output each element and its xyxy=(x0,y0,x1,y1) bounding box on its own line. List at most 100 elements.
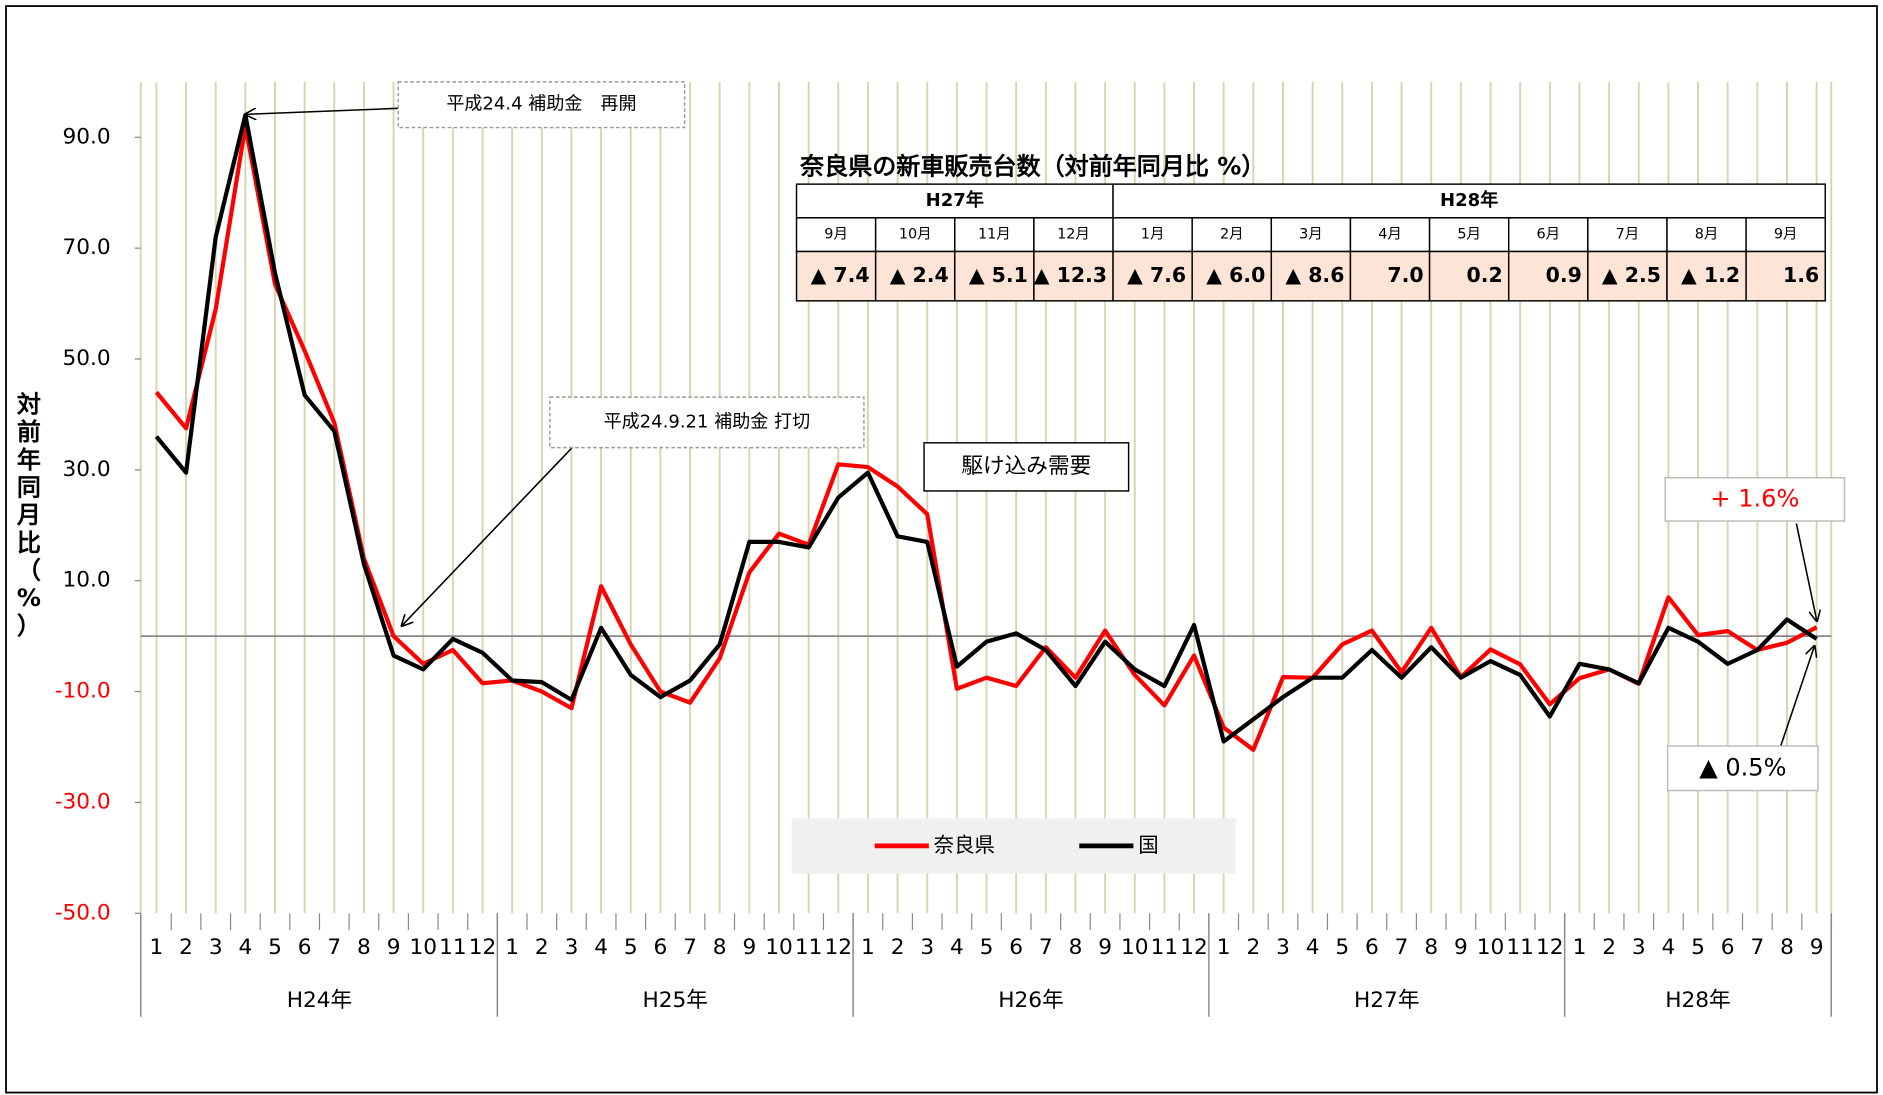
table-value: ▲ 12.3 xyxy=(1034,263,1107,287)
x-tick-label: 6 xyxy=(1721,935,1735,960)
group-label: H25年 xyxy=(643,988,708,1013)
x-tick-label: 9 xyxy=(1098,935,1112,960)
x-tick-label: 12 xyxy=(825,935,853,960)
x-tick-label: 6 xyxy=(1009,935,1023,960)
x-tick-label: 11 xyxy=(795,935,823,960)
group-label: H24年 xyxy=(287,988,352,1013)
table-value: ▲ 2.5 xyxy=(1602,263,1661,287)
x-tick-label: 10 xyxy=(409,935,437,960)
table-value: 0.9 xyxy=(1546,263,1582,287)
annotation-box xyxy=(1664,476,1846,522)
y-tick-label: -10.0 xyxy=(55,679,111,704)
x-tick-label: 2 xyxy=(891,935,905,960)
table-group-label: H28年 xyxy=(1440,189,1498,211)
table-month: 1月 xyxy=(1141,227,1165,243)
table-month: 7月 xyxy=(1616,227,1640,243)
annotation-text: 駆け込み需要 xyxy=(961,454,1091,479)
x-tick-label: 8 xyxy=(713,935,727,960)
y-axis-label-char: 年 xyxy=(17,446,41,474)
x-tick-label: 12 xyxy=(469,935,497,960)
table-value: 1.6 xyxy=(1783,263,1819,287)
x-tick-label: 3 xyxy=(565,935,579,960)
x-tick-label: 3 xyxy=(920,935,934,960)
x-tick-label: 8 xyxy=(357,935,371,960)
x-tick-label: 10 xyxy=(1121,935,1149,960)
x-tick-label: 1 xyxy=(861,935,875,960)
x-tick-label: 1 xyxy=(505,935,519,960)
table-value: ▲ 8.6 xyxy=(1285,263,1344,287)
table-value: ▲ 1.2 xyxy=(1681,263,1740,287)
y-axis-label-char: 前 xyxy=(17,418,41,446)
table-value: 7.0 xyxy=(1387,263,1423,287)
table-group-cell xyxy=(1112,183,1826,219)
x-tick-label: 5 xyxy=(1335,935,1349,960)
x-tick-label: 5 xyxy=(268,935,282,960)
x-tick-label: 4 xyxy=(1662,935,1676,960)
table-month: 4月 xyxy=(1378,227,1402,243)
table-month-cell xyxy=(1666,217,1747,253)
x-tick-label: 9 xyxy=(1454,935,1468,960)
y-tick-label: 70.0 xyxy=(63,235,111,260)
x-tick-label: 3 xyxy=(209,935,223,960)
y-axis-label-char: ） xyxy=(17,612,41,640)
x-tick-label: 10 xyxy=(765,935,793,960)
annotation-box xyxy=(549,396,865,449)
table-value-cell xyxy=(1191,250,1273,302)
table-month: 2月 xyxy=(1220,227,1244,243)
table-value: ▲ 6.0 xyxy=(1206,263,1265,287)
x-tick-label: 6 xyxy=(654,935,668,960)
legend-label: 奈良県 xyxy=(934,833,995,857)
x-tick-label: 11 xyxy=(1151,935,1179,960)
table-month: 10月 xyxy=(899,227,932,243)
table-value-cell xyxy=(1666,250,1747,302)
x-tick-label: 2 xyxy=(535,935,549,960)
x-tick-label: 3 xyxy=(1632,935,1646,960)
x-tick-label: 1 xyxy=(1217,935,1231,960)
group-label: H27年 xyxy=(1354,988,1419,1013)
legend-label: 国 xyxy=(1138,833,1158,857)
table-month: 3月 xyxy=(1299,227,1323,243)
table-month: 12月 xyxy=(1057,227,1090,243)
table-value-cell xyxy=(795,250,877,302)
table-month: 6月 xyxy=(1536,227,1560,243)
y-tick-label: 30.0 xyxy=(63,457,111,482)
table-group-label: H27年 xyxy=(926,189,984,211)
table-month: 9月 xyxy=(1774,227,1798,243)
table-value: ▲ 5.1 xyxy=(969,263,1028,287)
annotation-text: 平成24.4 補助金 再開 xyxy=(446,94,636,115)
table-month: 9月 xyxy=(824,227,848,243)
group-label: H26年 xyxy=(998,988,1063,1013)
annotation-arrow xyxy=(1779,646,1815,747)
x-tick-label: 9 xyxy=(387,935,401,960)
x-tick-label: 9 xyxy=(1810,935,1824,960)
x-tick-label: 2 xyxy=(1246,935,1260,960)
annotation-box xyxy=(1666,745,1819,792)
x-tick-label: 7 xyxy=(683,935,697,960)
x-tick-label: 9 xyxy=(742,935,756,960)
x-tick-label: 8 xyxy=(1424,935,1438,960)
x-tick-label: 5 xyxy=(624,935,638,960)
annotation-arrow xyxy=(402,432,587,626)
table-month-cell xyxy=(1428,217,1510,253)
annotation-arrow xyxy=(1795,523,1816,620)
table-value-cell xyxy=(1587,250,1668,302)
x-tick-label: 6 xyxy=(298,935,312,960)
table-month-cell xyxy=(1191,217,1273,253)
table-value: ▲ 7.6 xyxy=(1127,263,1186,287)
x-tick-label: 8 xyxy=(1780,935,1794,960)
x-tick-label: 5 xyxy=(980,935,994,960)
y-tick-label: 90.0 xyxy=(63,124,111,149)
y-tick-label: 10.0 xyxy=(63,568,111,593)
plot: 1 2 3 4 5 6 7 8 9 10 11 12 1 2 3 4 5 6 7 8 9 10 11 12 1 2 3 4 5 6 7 8 9 1… xyxy=(16,81,1846,1013)
x-tick-label: 12 xyxy=(1536,935,1564,960)
x-tick-label: 7 xyxy=(1395,935,1409,960)
annotation-text: + 1.6% xyxy=(1710,484,1799,512)
table-month: 5月 xyxy=(1457,227,1481,243)
table-value-cell xyxy=(1270,250,1352,302)
x-tick-label: 2 xyxy=(179,935,193,960)
y-axis-label-char: （ xyxy=(17,557,41,585)
table-value-cell xyxy=(1507,250,1589,302)
y-axis-label-char: % xyxy=(17,584,41,612)
